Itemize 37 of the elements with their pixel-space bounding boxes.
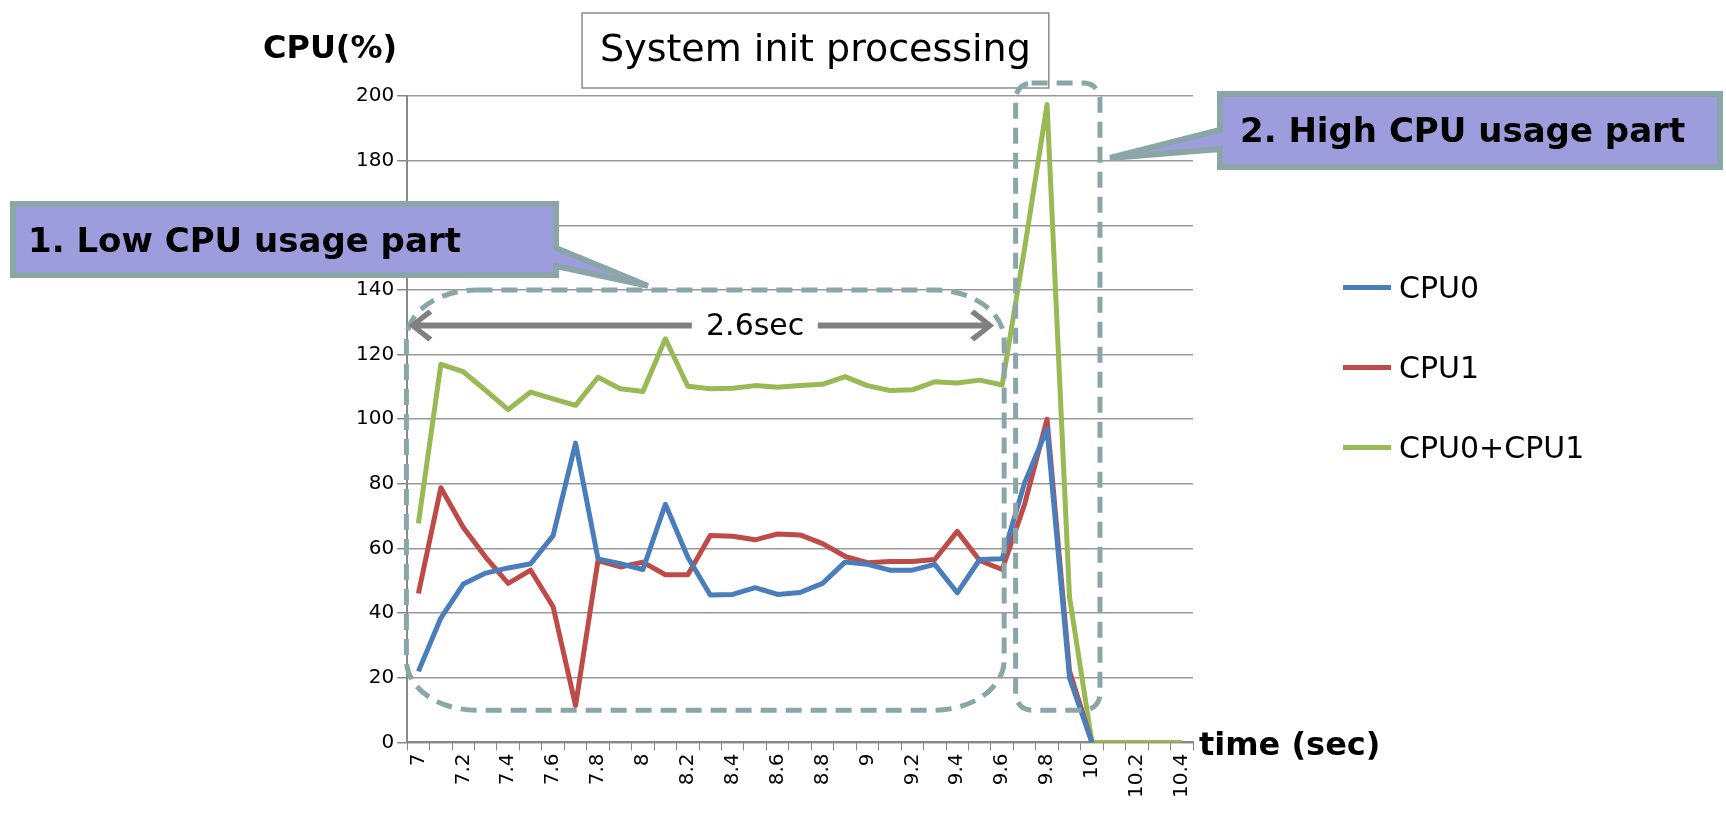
y-tick-label: 0: [381, 728, 395, 753]
x-tick-label: 9.6: [988, 753, 1013, 786]
annotation: 2.6sec: [692, 307, 819, 344]
x-tick-label: 8.2: [674, 753, 699, 786]
text: 2. High CPU usage part: [1240, 109, 1686, 152]
y-tick-label: 180: [355, 146, 395, 171]
y-axis-title: CPU(%): [262, 28, 398, 67]
x-tick-label: 8.8: [808, 753, 833, 786]
y-tick-label: 60: [368, 534, 395, 559]
x-tick-label: 8.6: [763, 753, 788, 786]
legend-label: CPU0: [1399, 269, 1480, 306]
y-tick-label: 80: [368, 470, 395, 495]
chart-title: System init processing: [600, 25, 1031, 70]
x-tick-label: 8.4: [718, 753, 743, 786]
legend-label: CPU1: [1399, 349, 1480, 386]
x-tick-label: 9: [853, 753, 878, 767]
y-tick-label: 200: [355, 82, 395, 107]
x-tick-label: 10: [1078, 753, 1103, 779]
x-tick-label: 9.4: [943, 753, 968, 786]
x-tick-label: 7: [404, 753, 429, 767]
x-tick-label: 10.4: [1167, 753, 1192, 798]
x-tick-label: 7.2: [449, 753, 474, 786]
x-tick-label: 9.2: [898, 753, 923, 786]
y-tick-label: 20: [368, 664, 395, 689]
x-tick-label: 8: [629, 753, 654, 767]
y-tick-label: 40: [368, 599, 395, 624]
x-axis-title: time (sec): [1199, 724, 1381, 763]
annotation: 1. Low CPU usage part: [28, 219, 461, 262]
x-tick-label: 7.6: [539, 753, 564, 786]
y-tick-label: 140: [355, 276, 395, 301]
x-tick-label: 7.4: [494, 753, 519, 786]
y-tick-label: 120: [355, 340, 395, 365]
y-tick-label: 100: [355, 405, 395, 430]
legend-label: CPU0+CPU1: [1399, 429, 1585, 466]
x-tick-label: 10.2: [1123, 753, 1148, 798]
x-tick-label: 7.8: [584, 753, 609, 786]
x-tick-label: 9.8: [1033, 753, 1058, 786]
